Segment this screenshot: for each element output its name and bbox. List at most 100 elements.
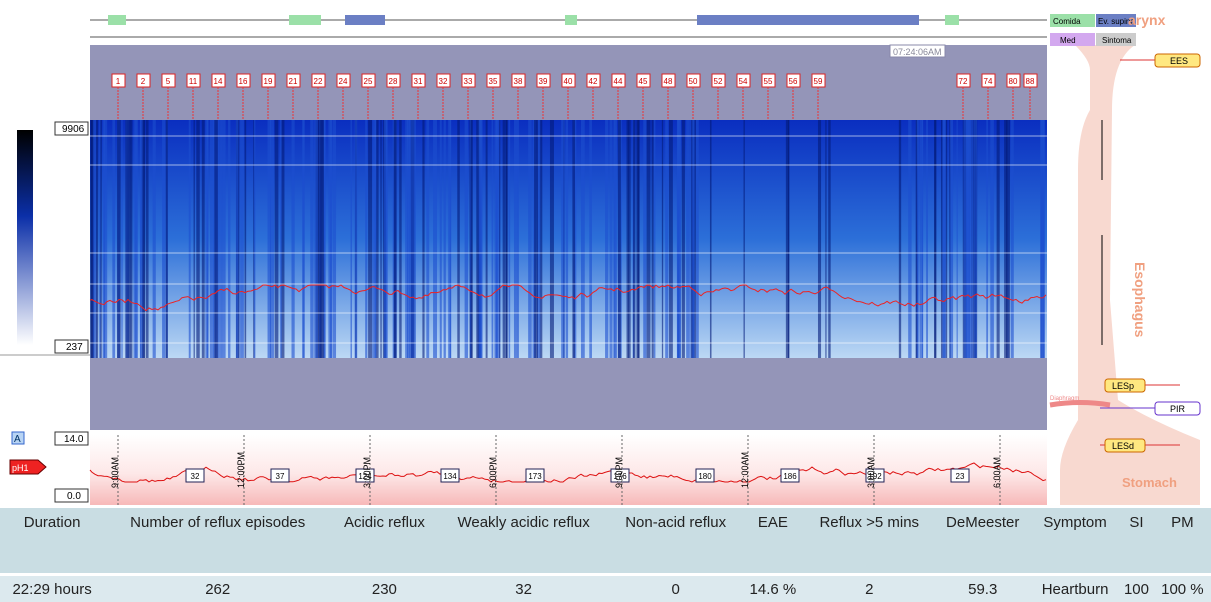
heatmap-stripe — [103, 120, 106, 358]
table-cell: 262 — [104, 575, 331, 602]
legend-label: Comida — [1053, 17, 1081, 26]
episode-label: 24 — [339, 77, 348, 86]
heatmap-stripe — [825, 120, 826, 358]
episode-label: 5 — [166, 77, 171, 86]
episode-label: 25 — [364, 77, 373, 86]
table-header: EAE — [742, 508, 804, 575]
table-header: Reflux >5 mins — [804, 508, 934, 575]
heatmap-stripe — [121, 120, 122, 358]
anatomy-label: LESd — [1112, 441, 1134, 451]
heatmap-stripe — [665, 120, 668, 358]
table-header: Symptom — [1031, 508, 1119, 575]
heatmap-stripe — [125, 120, 126, 358]
decoration — [0, 15, 1200, 505]
heatmap-stripe — [457, 120, 459, 358]
episode-label: 31 — [414, 77, 423, 86]
ph-label: 180 — [698, 472, 712, 481]
heatmap-stripe — [409, 120, 412, 358]
heatmap-stripe — [628, 120, 630, 358]
scale-max: 9906 — [62, 124, 85, 135]
episode-label: 11 — [189, 77, 198, 86]
episode-label: 74 — [984, 77, 993, 86]
heatmap-stripe — [957, 120, 958, 358]
heatmap-stripe — [214, 120, 217, 358]
time-label: 9:00AM — [110, 457, 120, 488]
table-header: DeMeester — [934, 508, 1031, 575]
episode-label: 35 — [489, 77, 498, 86]
heatmap-stripe — [934, 120, 936, 358]
heatmap-stripe — [194, 120, 195, 358]
heatmap-stripe — [970, 120, 973, 358]
heatmap-stripe — [302, 120, 304, 358]
episode-label: 33 — [464, 77, 473, 86]
table-header: Number of reflux episodes — [104, 508, 331, 575]
heatmap-stripe — [310, 120, 313, 358]
table-header: SI — [1119, 508, 1154, 575]
episode-label: 72 — [959, 77, 968, 86]
episode-label: 22 — [314, 77, 323, 86]
heatmap-stripe — [324, 120, 326, 358]
heatmap-stripe — [561, 120, 565, 358]
heatmap-stripe — [686, 120, 690, 358]
heatmap-stripe — [919, 120, 922, 358]
time-label: 12:00AM — [740, 452, 750, 488]
heatmap-stripe — [355, 120, 358, 358]
heatmap-stripe — [743, 120, 744, 358]
heatmap-stripe — [964, 120, 967, 358]
heatmap-stripe — [440, 120, 442, 358]
ph-label: 186 — [783, 472, 797, 481]
heatmap-stripe — [166, 120, 168, 358]
episode-label: 44 — [614, 77, 623, 86]
scale-min: 237 — [66, 342, 83, 353]
time-label: 6:00PM — [488, 457, 498, 488]
heatmap-stripe — [376, 120, 379, 358]
heatmap-stripe — [710, 120, 712, 358]
heatmap-stripe — [220, 120, 222, 358]
heatmap-stripe — [506, 120, 508, 358]
episode-label: 16 — [239, 77, 248, 86]
anatomy-label: Diaphragm — [1050, 396, 1079, 402]
heatmap-stripe — [572, 120, 575, 358]
heatmap-stripe — [633, 120, 635, 358]
heatmap-stripe — [162, 120, 165, 358]
heatmap-stripe — [943, 120, 946, 358]
ph-label: 32 — [191, 472, 200, 481]
table-header: Non-acid reflux — [610, 508, 742, 575]
heatmap-stripe — [636, 120, 639, 358]
episode-label: 54 — [739, 77, 748, 86]
heatmap-stripe — [117, 120, 121, 358]
heatmap-stripe — [144, 120, 145, 358]
heatmap-stripe — [375, 120, 377, 358]
heatmap-stripe — [517, 120, 518, 358]
time-label: 3:00PM — [362, 457, 372, 488]
heatmap-stripe — [643, 120, 646, 358]
heatmap-stripe — [986, 120, 988, 358]
heatmap-stripe — [946, 120, 947, 358]
heatmap-stripe — [682, 120, 685, 358]
heatmap-stripe — [916, 120, 918, 358]
heatmap-stripe — [384, 120, 387, 358]
heatmap-stripe — [210, 120, 214, 358]
anatomy-label: LESp — [1112, 381, 1134, 391]
table-cell: 59.3 — [934, 575, 1031, 602]
heatmap-stripe — [528, 120, 532, 358]
heatmap-stripe — [610, 120, 613, 358]
heatmap-stripe — [450, 120, 451, 358]
heatmap-stripe — [218, 120, 220, 358]
episode-label: 14 — [214, 77, 223, 86]
heatmap-stripe — [566, 120, 568, 358]
heatmap-stripe — [365, 120, 367, 358]
heatmap-stripe — [140, 120, 141, 358]
ph-label: 23 — [956, 472, 965, 481]
episode-label: 38 — [514, 77, 523, 86]
anatomy-label: arynx — [1128, 12, 1166, 28]
heatmap-stripe — [275, 120, 279, 358]
heatmap-stripe — [476, 120, 478, 358]
episode-label: 55 — [764, 77, 773, 86]
heatmap-stripe — [662, 120, 663, 358]
heatmap-stripe — [282, 120, 285, 358]
heatmap-stripe — [332, 120, 336, 358]
episode-label: 59 — [814, 77, 823, 86]
heatmap-stripe — [268, 120, 271, 358]
